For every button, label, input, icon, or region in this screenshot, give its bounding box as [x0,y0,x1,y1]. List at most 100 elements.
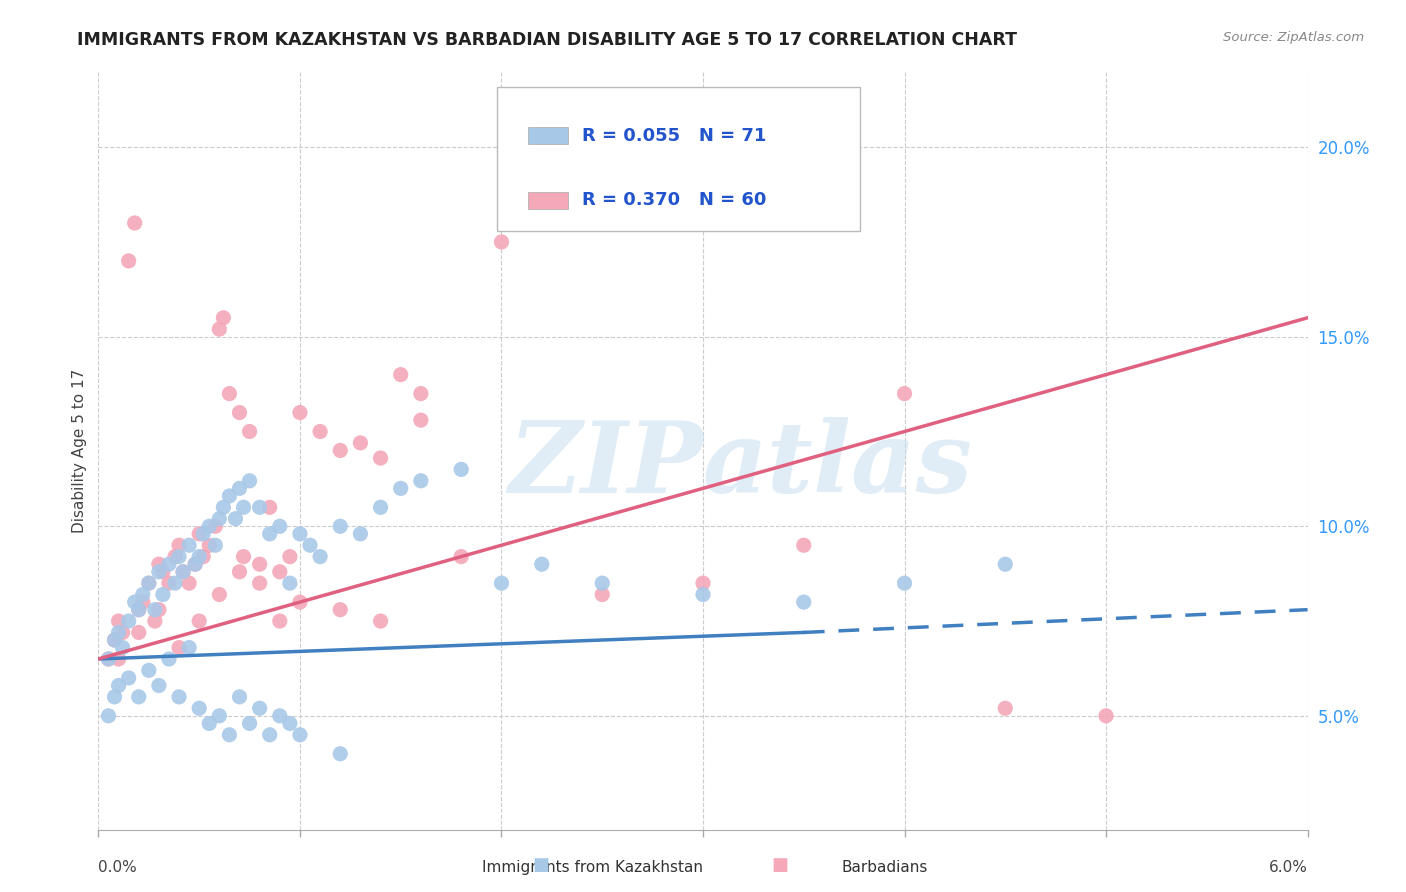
Point [793,538,815,552]
Point [208,512,231,526]
Point [212,500,235,515]
Point [97,708,120,723]
Point [148,679,170,693]
Point [288,728,311,742]
Point [269,519,291,533]
Point [1095,708,1118,723]
Point [491,576,513,591]
Text: Source: ZipAtlas.com: Source: ZipAtlas.com [1223,31,1364,45]
Point [370,500,392,515]
Point [198,538,221,552]
Point [218,728,240,742]
Point [179,576,201,591]
Point [591,576,613,591]
Point [188,614,211,628]
Point [167,690,190,704]
Point [259,500,281,515]
Point [389,368,412,382]
Point [188,701,211,715]
Point [128,690,150,704]
Point [249,557,271,572]
Point [111,625,134,640]
Point [167,640,190,655]
Point [288,595,311,609]
Point [232,549,254,564]
Point [288,405,311,420]
Point [288,526,311,541]
Point [107,625,129,640]
Point [204,519,226,533]
Point [692,576,714,591]
Point [184,557,207,572]
Text: ZIP: ZIP [508,417,703,514]
Text: Immigrants from Kazakhstan: Immigrants from Kazakhstan [482,860,703,874]
Point [143,603,166,617]
Point [349,526,371,541]
Point [389,482,412,496]
Point [128,603,150,617]
Point [269,614,291,628]
FancyBboxPatch shape [527,128,568,145]
Point [994,701,1017,715]
Point [188,526,211,541]
Point [163,549,186,564]
Point [278,576,301,591]
Point [309,549,332,564]
Point [128,625,150,640]
Point [491,235,513,249]
Point [124,595,146,609]
Point [278,549,301,564]
Point [249,701,271,715]
Point [259,526,281,541]
Point [329,519,352,533]
Point [157,652,180,666]
Point [179,538,201,552]
Point [208,708,231,723]
Point [157,576,180,591]
Point [152,565,174,579]
Point [450,549,472,564]
Point [198,716,221,731]
FancyBboxPatch shape [527,192,568,209]
Point [148,565,170,579]
Point [239,474,262,488]
Point [198,519,221,533]
Point [370,614,392,628]
Point [269,565,291,579]
Point [329,443,352,458]
Point [128,603,150,617]
Point [212,310,235,325]
Point [184,557,207,572]
Point [793,595,815,609]
Point [249,576,271,591]
Point [107,614,129,628]
Point [132,595,155,609]
Point [409,386,432,401]
Point [172,565,194,579]
Point [193,526,215,541]
Text: R = 0.055   N = 71: R = 0.055 N = 71 [582,127,766,145]
Point [132,588,155,602]
Point [143,614,166,628]
Point [167,538,190,552]
Point [228,405,250,420]
Y-axis label: Disability Age 5 to 17: Disability Age 5 to 17 [72,368,87,533]
Point [994,557,1017,572]
Point [450,462,472,476]
Text: 6.0%: 6.0% [1268,860,1308,875]
Point [148,603,170,617]
Point [278,716,301,731]
Point [259,728,281,742]
FancyBboxPatch shape [498,87,860,230]
Point [97,652,120,666]
Point [370,450,392,466]
Point [163,576,186,591]
Text: atlas: atlas [703,417,973,514]
Point [107,652,129,666]
Point [193,549,215,564]
Text: ■: ■ [772,856,789,874]
Text: ■: ■ [533,856,550,874]
Point [103,633,125,648]
Point [228,565,250,579]
Point [118,671,141,685]
